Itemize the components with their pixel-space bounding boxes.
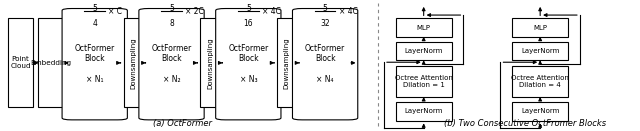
FancyBboxPatch shape	[8, 18, 33, 107]
FancyBboxPatch shape	[396, 18, 452, 37]
FancyBboxPatch shape	[38, 18, 64, 107]
Text: OctFormer
Block

× N₃: OctFormer Block × N₃	[228, 44, 268, 84]
Text: OctFormer
Block

× N₄: OctFormer Block × N₄	[305, 44, 345, 84]
Text: LayerNorm: LayerNorm	[521, 108, 559, 114]
FancyBboxPatch shape	[512, 102, 568, 121]
Text: (b) Two Consecutive OctFromer Blocks: (b) Two Consecutive OctFromer Blocks	[444, 119, 606, 128]
Text: 5: 5	[92, 4, 97, 13]
FancyBboxPatch shape	[512, 42, 568, 60]
FancyBboxPatch shape	[62, 9, 127, 120]
FancyBboxPatch shape	[124, 18, 143, 107]
Text: Octree Attention
Dilation = 1: Octree Attention Dilation = 1	[395, 75, 452, 88]
Text: LayerNorm: LayerNorm	[521, 48, 559, 54]
FancyBboxPatch shape	[139, 9, 204, 120]
Text: Downsampling: Downsampling	[207, 37, 213, 89]
Text: × 4C: × 4C	[339, 7, 357, 16]
Text: 32: 32	[320, 19, 330, 28]
Text: 16: 16	[243, 19, 253, 28]
Text: LayerNorm: LayerNorm	[404, 108, 443, 114]
Text: LayerNorm: LayerNorm	[404, 48, 443, 54]
Text: Downsampling: Downsampling	[130, 37, 136, 89]
FancyBboxPatch shape	[512, 66, 568, 97]
Text: Embedding: Embedding	[31, 60, 72, 66]
FancyBboxPatch shape	[396, 66, 452, 97]
FancyBboxPatch shape	[277, 18, 296, 107]
Text: (a) OctFormer: (a) OctFormer	[153, 119, 212, 128]
Text: MLP: MLP	[533, 24, 547, 31]
Text: Octree Attention
Dilation = 4: Octree Attention Dilation = 4	[511, 75, 569, 88]
Text: × C: × C	[108, 7, 122, 16]
Text: 4: 4	[92, 19, 97, 28]
Text: × 4C: × 4C	[262, 7, 280, 16]
Text: 5: 5	[246, 4, 251, 13]
Text: MLP: MLP	[417, 24, 431, 31]
Text: Point
Cloud: Point Cloud	[10, 56, 31, 69]
Text: 8: 8	[169, 19, 174, 28]
Text: OctFormer
Block

× N₂: OctFormer Block × N₂	[152, 44, 191, 84]
Text: × 2C: × 2C	[185, 7, 204, 16]
Text: OctFormer
Block

× N₁: OctFormer Block × N₁	[75, 44, 115, 84]
FancyBboxPatch shape	[200, 18, 220, 107]
Text: 5: 5	[169, 4, 174, 13]
FancyBboxPatch shape	[512, 18, 568, 37]
FancyBboxPatch shape	[396, 102, 452, 121]
Text: Downsampling: Downsampling	[284, 37, 290, 89]
Text: 5: 5	[323, 4, 328, 13]
FancyBboxPatch shape	[292, 9, 358, 120]
FancyBboxPatch shape	[396, 42, 452, 60]
FancyBboxPatch shape	[216, 9, 281, 120]
